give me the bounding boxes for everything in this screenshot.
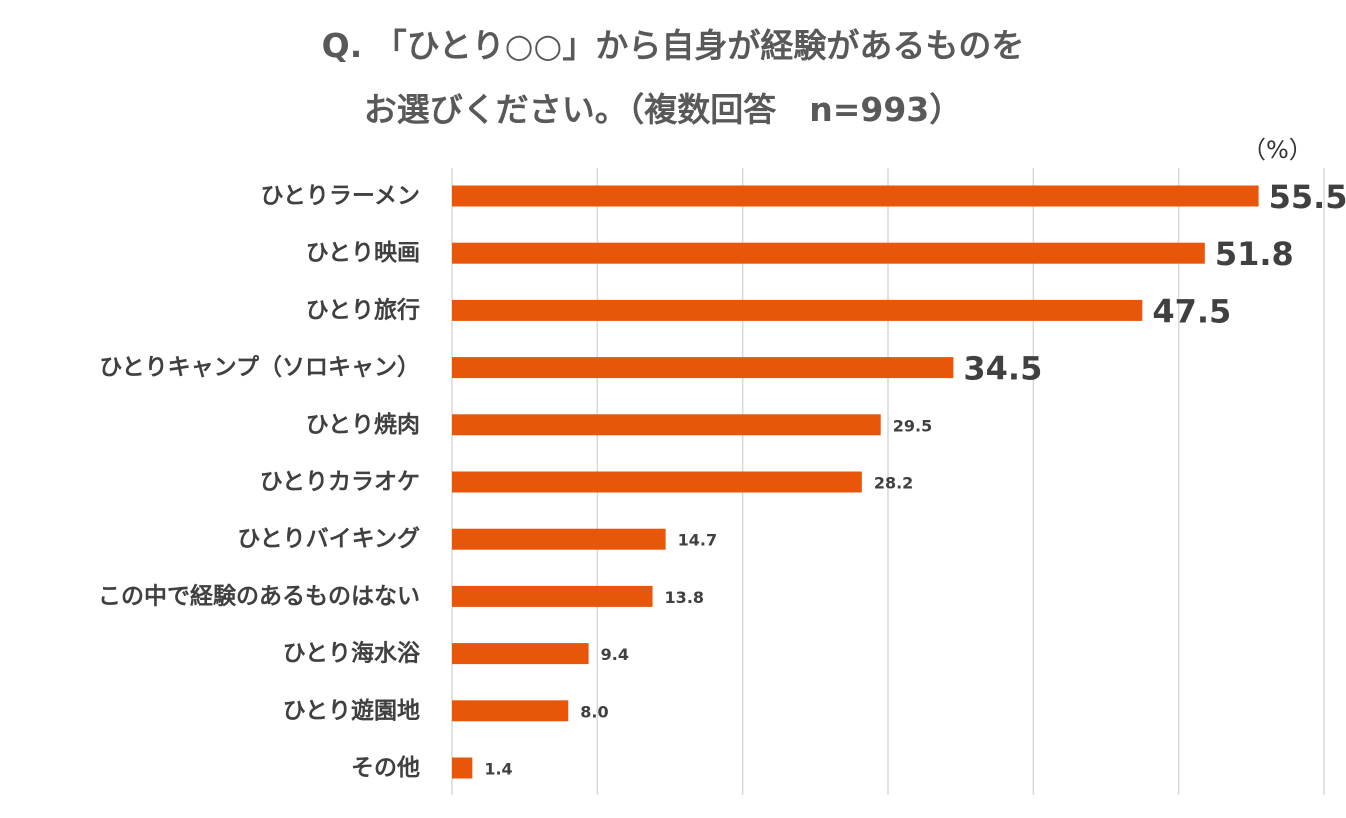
category-label: ひとりキャンプ（ソロキャン） xyxy=(99,354,420,381)
bar xyxy=(452,471,862,493)
bar xyxy=(452,528,666,550)
value-label: 29.5 xyxy=(893,416,932,435)
category-label: ひとりバイキング xyxy=(237,525,420,552)
value-label: 28.2 xyxy=(874,474,913,493)
category-label: この中で経験のあるものはない xyxy=(98,582,420,609)
category-label: ひとりラーメン xyxy=(261,183,420,209)
category-label: ひとり映画 xyxy=(306,240,420,266)
bar xyxy=(452,357,954,379)
gridlines xyxy=(451,168,1325,795)
bar xyxy=(452,700,569,722)
category-label: ひとり旅行 xyxy=(306,296,420,323)
bar xyxy=(452,585,653,607)
bar xyxy=(452,414,881,436)
category-label: ひとりカラオケ xyxy=(260,469,420,495)
value-label: 9.4 xyxy=(601,645,629,664)
bar xyxy=(452,185,1259,207)
value-label: 8.0 xyxy=(580,702,608,721)
bar xyxy=(452,643,589,665)
unit-label: （%） xyxy=(1242,136,1313,164)
value-label: 34.5 xyxy=(963,350,1042,388)
value-label: 55.5 xyxy=(1269,178,1346,216)
category-label: ひとり焼肉 xyxy=(306,411,420,438)
category-label: その他 xyxy=(351,755,420,781)
bars xyxy=(452,185,1259,779)
chart-title-line-2: お選びください。（複数回答 n=993） xyxy=(363,90,963,129)
value-label: 1.4 xyxy=(484,760,512,779)
bar xyxy=(452,299,1143,321)
value-label: 13.8 xyxy=(665,588,704,607)
bar xyxy=(452,242,1205,264)
value-labels: 55.5 51.8 47.5 34.5 29.5 28.2 14.7 13.8 9.4 8.0 1.… xyxy=(484,178,1346,779)
chart-title-line-1: Q. 「ひとり○○」から自身が経験があるものを xyxy=(321,26,1025,65)
value-label: 14.7 xyxy=(678,531,717,550)
category-label: ひとり遊園地 xyxy=(283,697,420,724)
value-label: 47.5 xyxy=(1152,292,1231,330)
value-label: 51.8 xyxy=(1215,235,1294,273)
bar xyxy=(452,757,473,779)
category-label: ひとり海水浴 xyxy=(283,640,421,667)
